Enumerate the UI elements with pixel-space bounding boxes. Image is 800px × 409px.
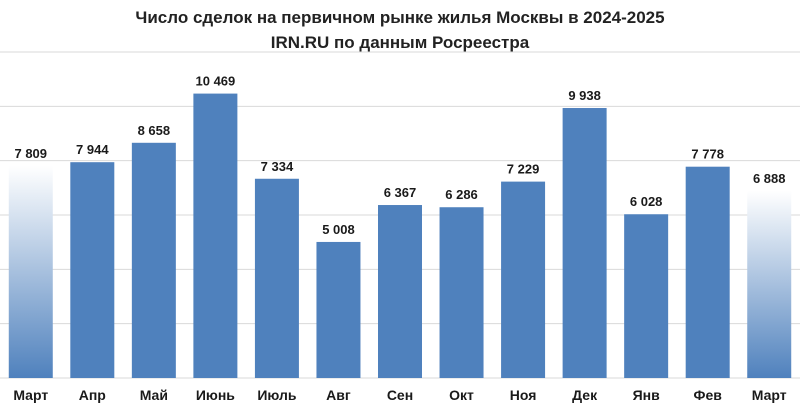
x-tick-label: Янв xyxy=(633,387,661,403)
bar-июль-4 xyxy=(254,178,299,378)
bar-янв-10 xyxy=(624,214,669,378)
bar-май-2 xyxy=(131,142,176,378)
x-tick-label: Дек xyxy=(572,387,598,403)
x-tick-label: Фев xyxy=(694,387,723,403)
bar-авг-5 xyxy=(316,241,361,378)
x-tick-label: Сен xyxy=(387,387,413,403)
bar-июнь-3 xyxy=(193,93,238,378)
x-tick-label: Авг xyxy=(326,387,351,403)
x-tick-label: Окт xyxy=(449,387,474,403)
value-label: 7 229 xyxy=(507,162,540,177)
chart-title: Число сделок на первичном рынке жилья Мо… xyxy=(135,8,665,27)
value-label: 7 778 xyxy=(691,147,724,162)
bar-март-12 xyxy=(747,190,792,378)
bar-окт-7 xyxy=(439,207,484,378)
x-tick-label: Май xyxy=(140,387,168,403)
chart-subtitle: IRN.RU по данным Росреестра xyxy=(270,33,530,52)
bars xyxy=(8,93,792,378)
bar-март-0 xyxy=(8,165,53,378)
value-label: 8 658 xyxy=(138,123,171,138)
x-tick-label: Июль xyxy=(257,387,297,403)
x-tick-label: Июнь xyxy=(196,387,235,403)
value-label: 7 809 xyxy=(14,146,47,161)
value-label: 6 286 xyxy=(445,187,478,202)
value-label: 5 008 xyxy=(322,222,355,237)
bar-сен-6 xyxy=(378,205,422,378)
bar-фев-11 xyxy=(685,166,730,378)
value-label: 7 334 xyxy=(261,159,294,174)
bar-ноя-8 xyxy=(501,181,546,378)
bar-дек-9 xyxy=(562,108,607,378)
x-tick-labels: Март Апр Май Июнь Июль Авг Сен Окт Ноя Дек Янв Фев М… xyxy=(13,387,786,403)
bar-апр-1 xyxy=(70,162,115,378)
value-label: 7 944 xyxy=(76,142,109,157)
x-tick-label: Апр xyxy=(79,387,106,403)
x-tick-label: Март xyxy=(13,387,48,403)
value-label: 6 367 xyxy=(384,185,417,200)
x-tick-label: Ноя xyxy=(510,387,537,403)
value-label: 10 469 xyxy=(196,74,236,89)
value-label: 6 888 xyxy=(753,171,786,186)
value-label: 6 028 xyxy=(630,194,663,209)
x-tick-label: Март xyxy=(752,387,787,403)
value-label: 9 938 xyxy=(568,88,601,103)
value-labels: 7 809 7 944 8 658 10 469 7 334 5 008 6 367 6 28… xyxy=(14,74,785,237)
